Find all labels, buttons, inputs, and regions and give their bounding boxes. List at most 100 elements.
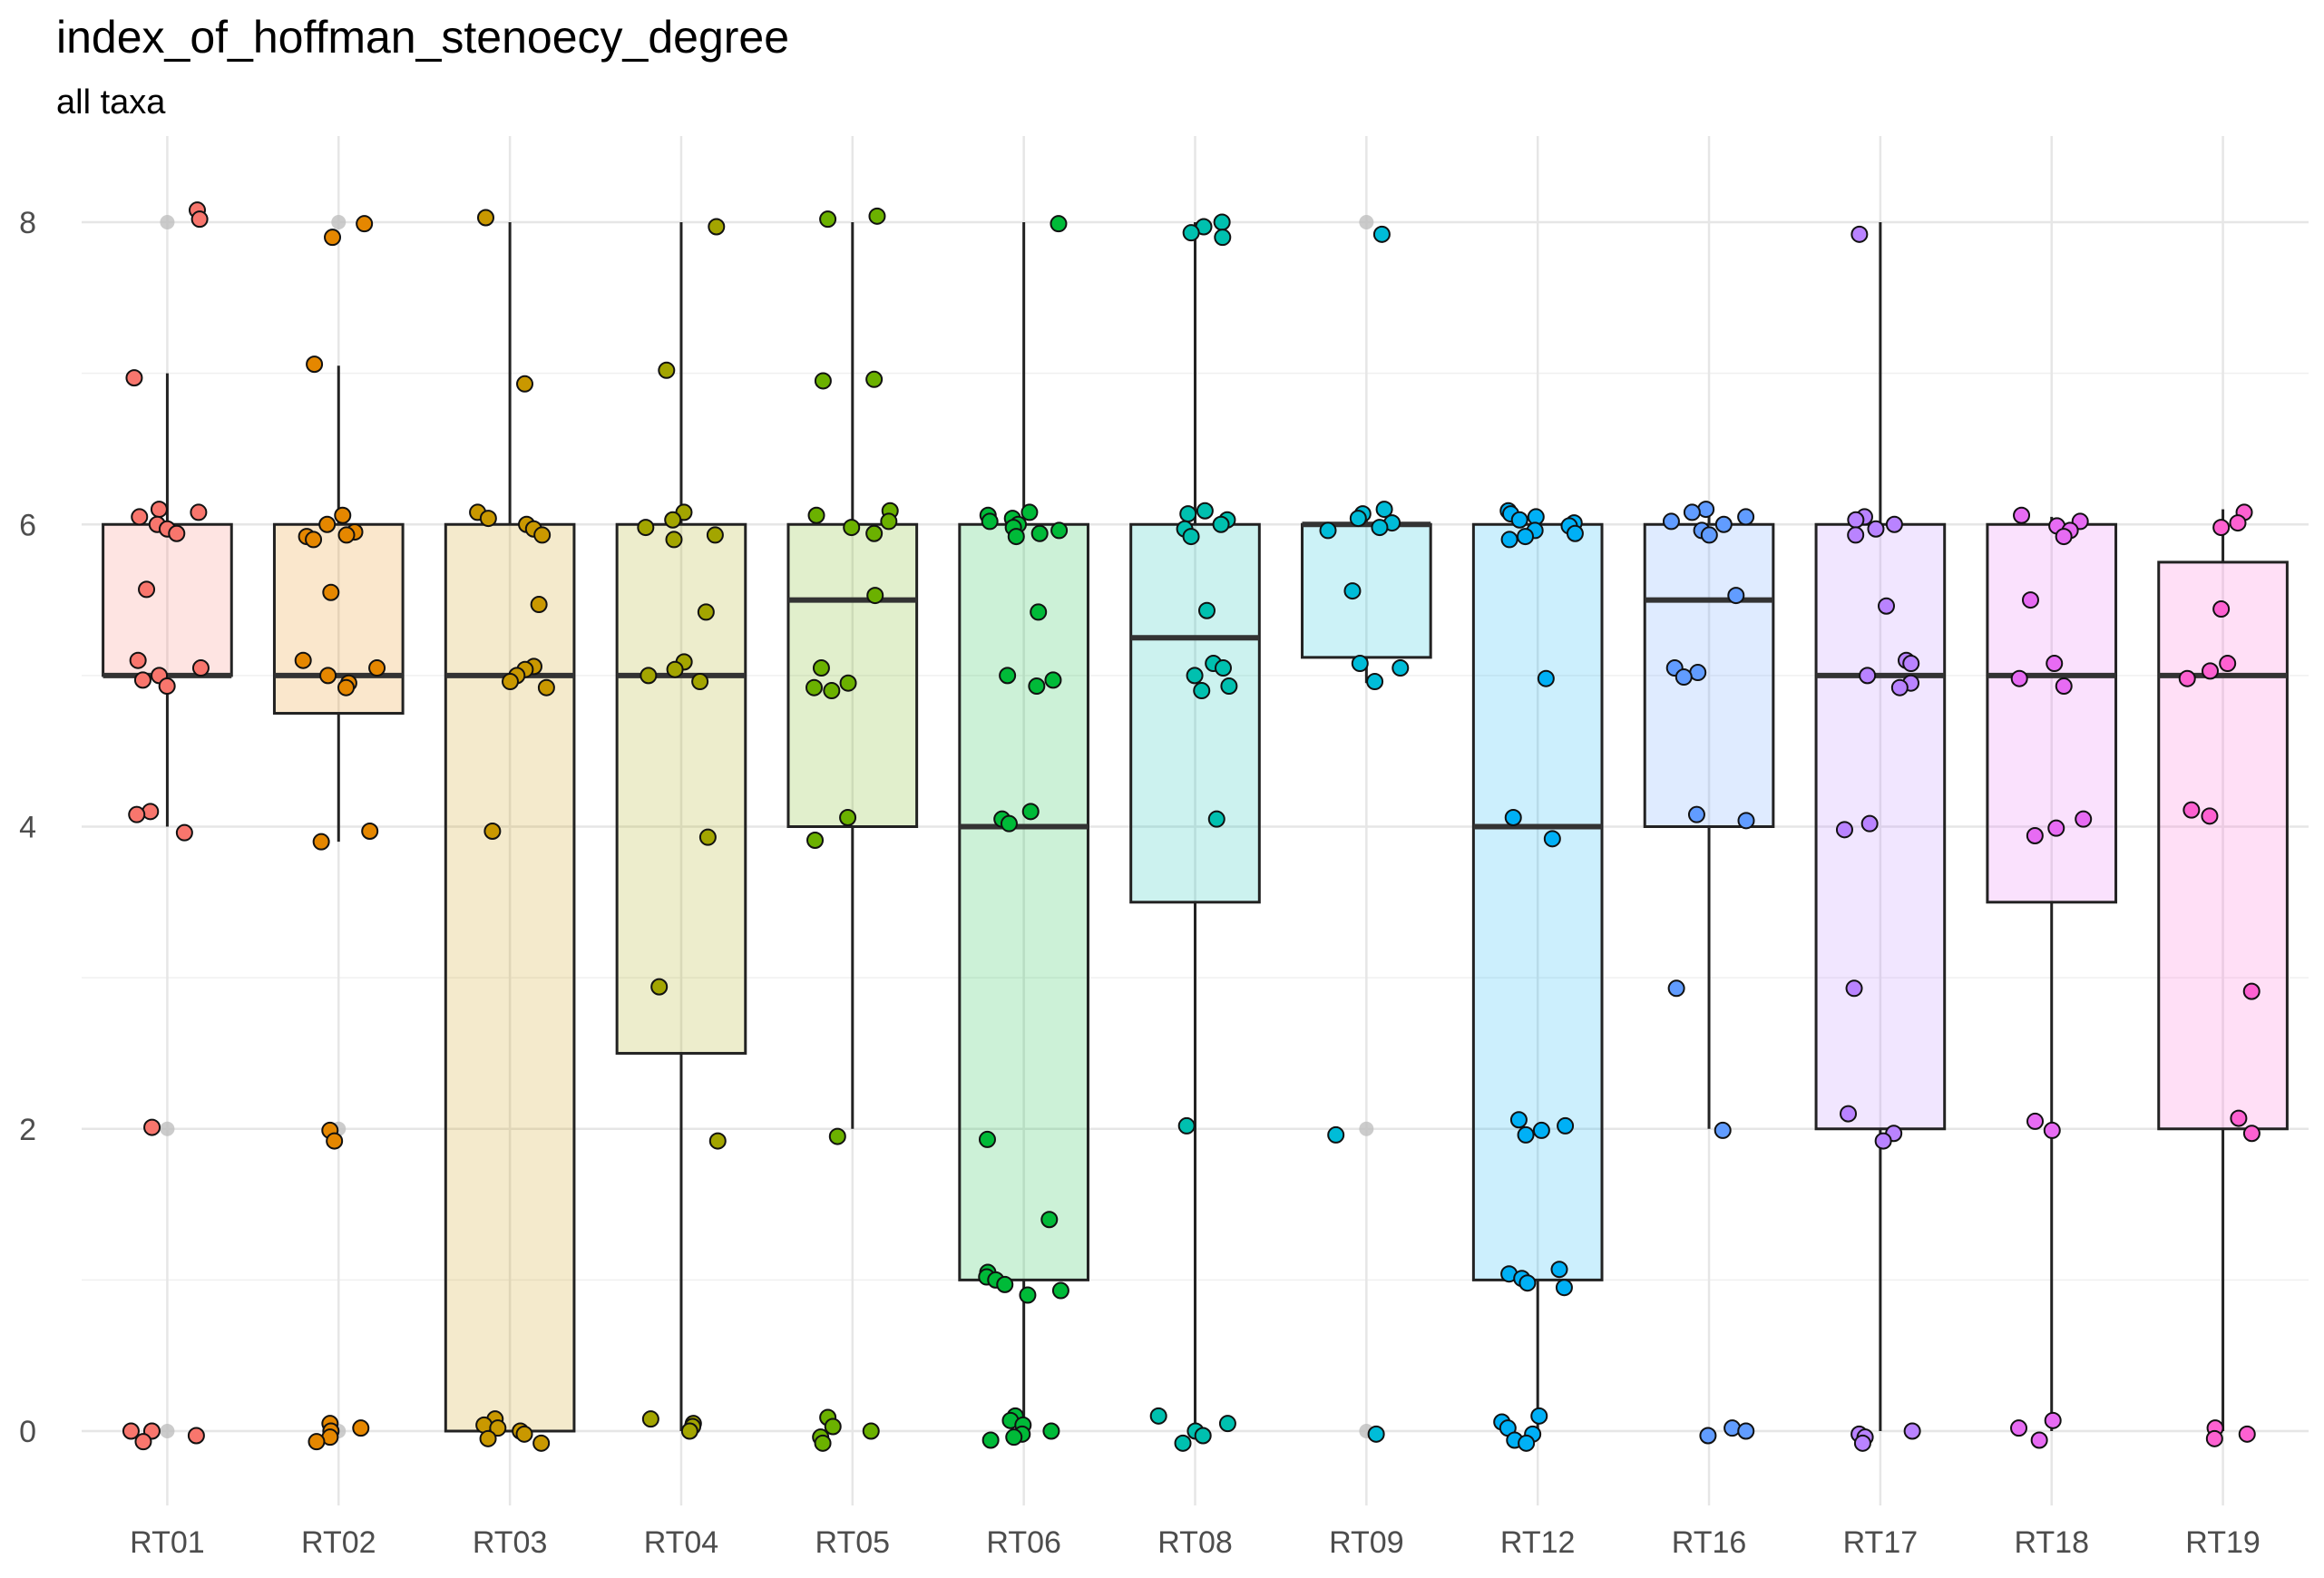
- data-point: [2201, 662, 2219, 680]
- data-point: [1699, 1427, 1717, 1445]
- data-point: [133, 671, 151, 689]
- data-point: [1550, 1261, 1568, 1279]
- x-tick-label: RT05: [815, 1525, 891, 1560]
- data-point: [865, 370, 884, 388]
- data-point: [2229, 514, 2247, 532]
- data-point: [322, 583, 340, 601]
- data-point: [1537, 669, 1555, 687]
- outlier-point: [1359, 215, 1374, 229]
- data-point: [1021, 803, 1040, 821]
- data-point: [168, 524, 186, 542]
- data-point: [697, 603, 715, 621]
- x-tick-label: RT06: [986, 1525, 1061, 1560]
- data-point: [138, 580, 156, 599]
- data-point: [2242, 982, 2261, 1000]
- data-point: [489, 1419, 507, 1437]
- data-point: [476, 209, 494, 227]
- data-point: [1850, 225, 1869, 243]
- data-point: [306, 356, 324, 374]
- data-point: [2212, 519, 2231, 537]
- data-point: [1737, 812, 1755, 830]
- data-point: [1174, 1434, 1192, 1452]
- data-point: [1186, 667, 1204, 685]
- data-point: [2219, 655, 2237, 673]
- data-point: [708, 218, 726, 236]
- data-point: [1867, 520, 1885, 538]
- data-point: [361, 822, 379, 840]
- data-point: [664, 511, 682, 529]
- axis-layer: 0 2 4 6 8 RT01 RT02 RT03 RT04 RT05 RT06 RT08 RT09 RT1…: [19, 206, 2261, 1560]
- data-point: [641, 1410, 659, 1428]
- data-point: [1349, 510, 1367, 528]
- data-point: [175, 823, 193, 842]
- x-tick-label: RT08: [1157, 1525, 1233, 1560]
- x-tick-label: RT16: [1672, 1525, 1747, 1560]
- data-point: [1517, 1125, 1535, 1144]
- data-point: [190, 210, 209, 229]
- data-point: [1667, 979, 1685, 998]
- data-point: [996, 1275, 1014, 1293]
- data-point: [806, 831, 825, 849]
- data-point: [2026, 826, 2044, 844]
- data-point: [1840, 1105, 1858, 1123]
- data-point: [1193, 682, 1211, 700]
- box-RT06: [958, 522, 1089, 1281]
- box-RT12: [1471, 522, 1604, 1281]
- data-point: [1700, 526, 1718, 544]
- data-point: [143, 1118, 161, 1136]
- x-tick-label: RT12: [1500, 1525, 1576, 1560]
- data-point: [1030, 603, 1048, 621]
- data-point: [814, 372, 832, 390]
- data-point: [368, 659, 386, 677]
- data-point: [1532, 1121, 1550, 1139]
- data-point: [1727, 587, 1745, 605]
- box-RT09: [1301, 522, 1432, 659]
- data-point: [2230, 1109, 2248, 1127]
- data-point: [1662, 512, 1680, 531]
- data-point: [337, 526, 356, 544]
- data-point: [1343, 582, 1362, 600]
- data-point: [2010, 1419, 2028, 1437]
- data-point: [1197, 601, 1216, 619]
- data-point: [352, 1419, 370, 1437]
- y-tick-label: 2: [19, 1113, 36, 1147]
- data-point: [326, 1132, 344, 1150]
- data-point: [150, 501, 168, 519]
- data-point: [1859, 667, 1877, 685]
- data-point: [1042, 1422, 1060, 1440]
- x-tick-label: RT04: [644, 1525, 719, 1560]
- data-point: [1182, 224, 1200, 242]
- data-point: [2026, 1112, 2045, 1130]
- data-point: [1878, 597, 1896, 615]
- data-point: [1351, 655, 1369, 673]
- point-layer: [122, 201, 2261, 1452]
- data-point: [1737, 508, 1755, 526]
- data-point: [530, 596, 548, 614]
- data-point: [1213, 213, 1231, 231]
- data-point: [812, 659, 830, 677]
- data-point: [187, 1427, 205, 1445]
- data-point: [666, 660, 684, 678]
- data-point: [2046, 655, 2064, 673]
- data-point: [334, 506, 352, 524]
- y-tick-label: 6: [19, 508, 36, 542]
- data-point: [1697, 501, 1715, 519]
- data-point: [308, 1433, 326, 1451]
- data-point: [294, 651, 312, 669]
- box-RT08: [1129, 522, 1261, 904]
- data-point: [1903, 1422, 1921, 1440]
- outlier-point: [160, 1121, 175, 1136]
- data-point: [1375, 501, 1393, 519]
- data-point: [2055, 677, 2073, 696]
- data-point: [839, 674, 857, 692]
- data-point: [868, 207, 886, 225]
- data-point: [158, 677, 176, 696]
- data-point: [1847, 526, 1865, 544]
- data-point: [981, 1431, 1000, 1449]
- data-point: [1196, 502, 1214, 520]
- data-point: [1835, 821, 1853, 839]
- data-point: [190, 503, 208, 521]
- x-tick-label: RT18: [2014, 1525, 2089, 1560]
- y-tick-label: 8: [19, 206, 36, 240]
